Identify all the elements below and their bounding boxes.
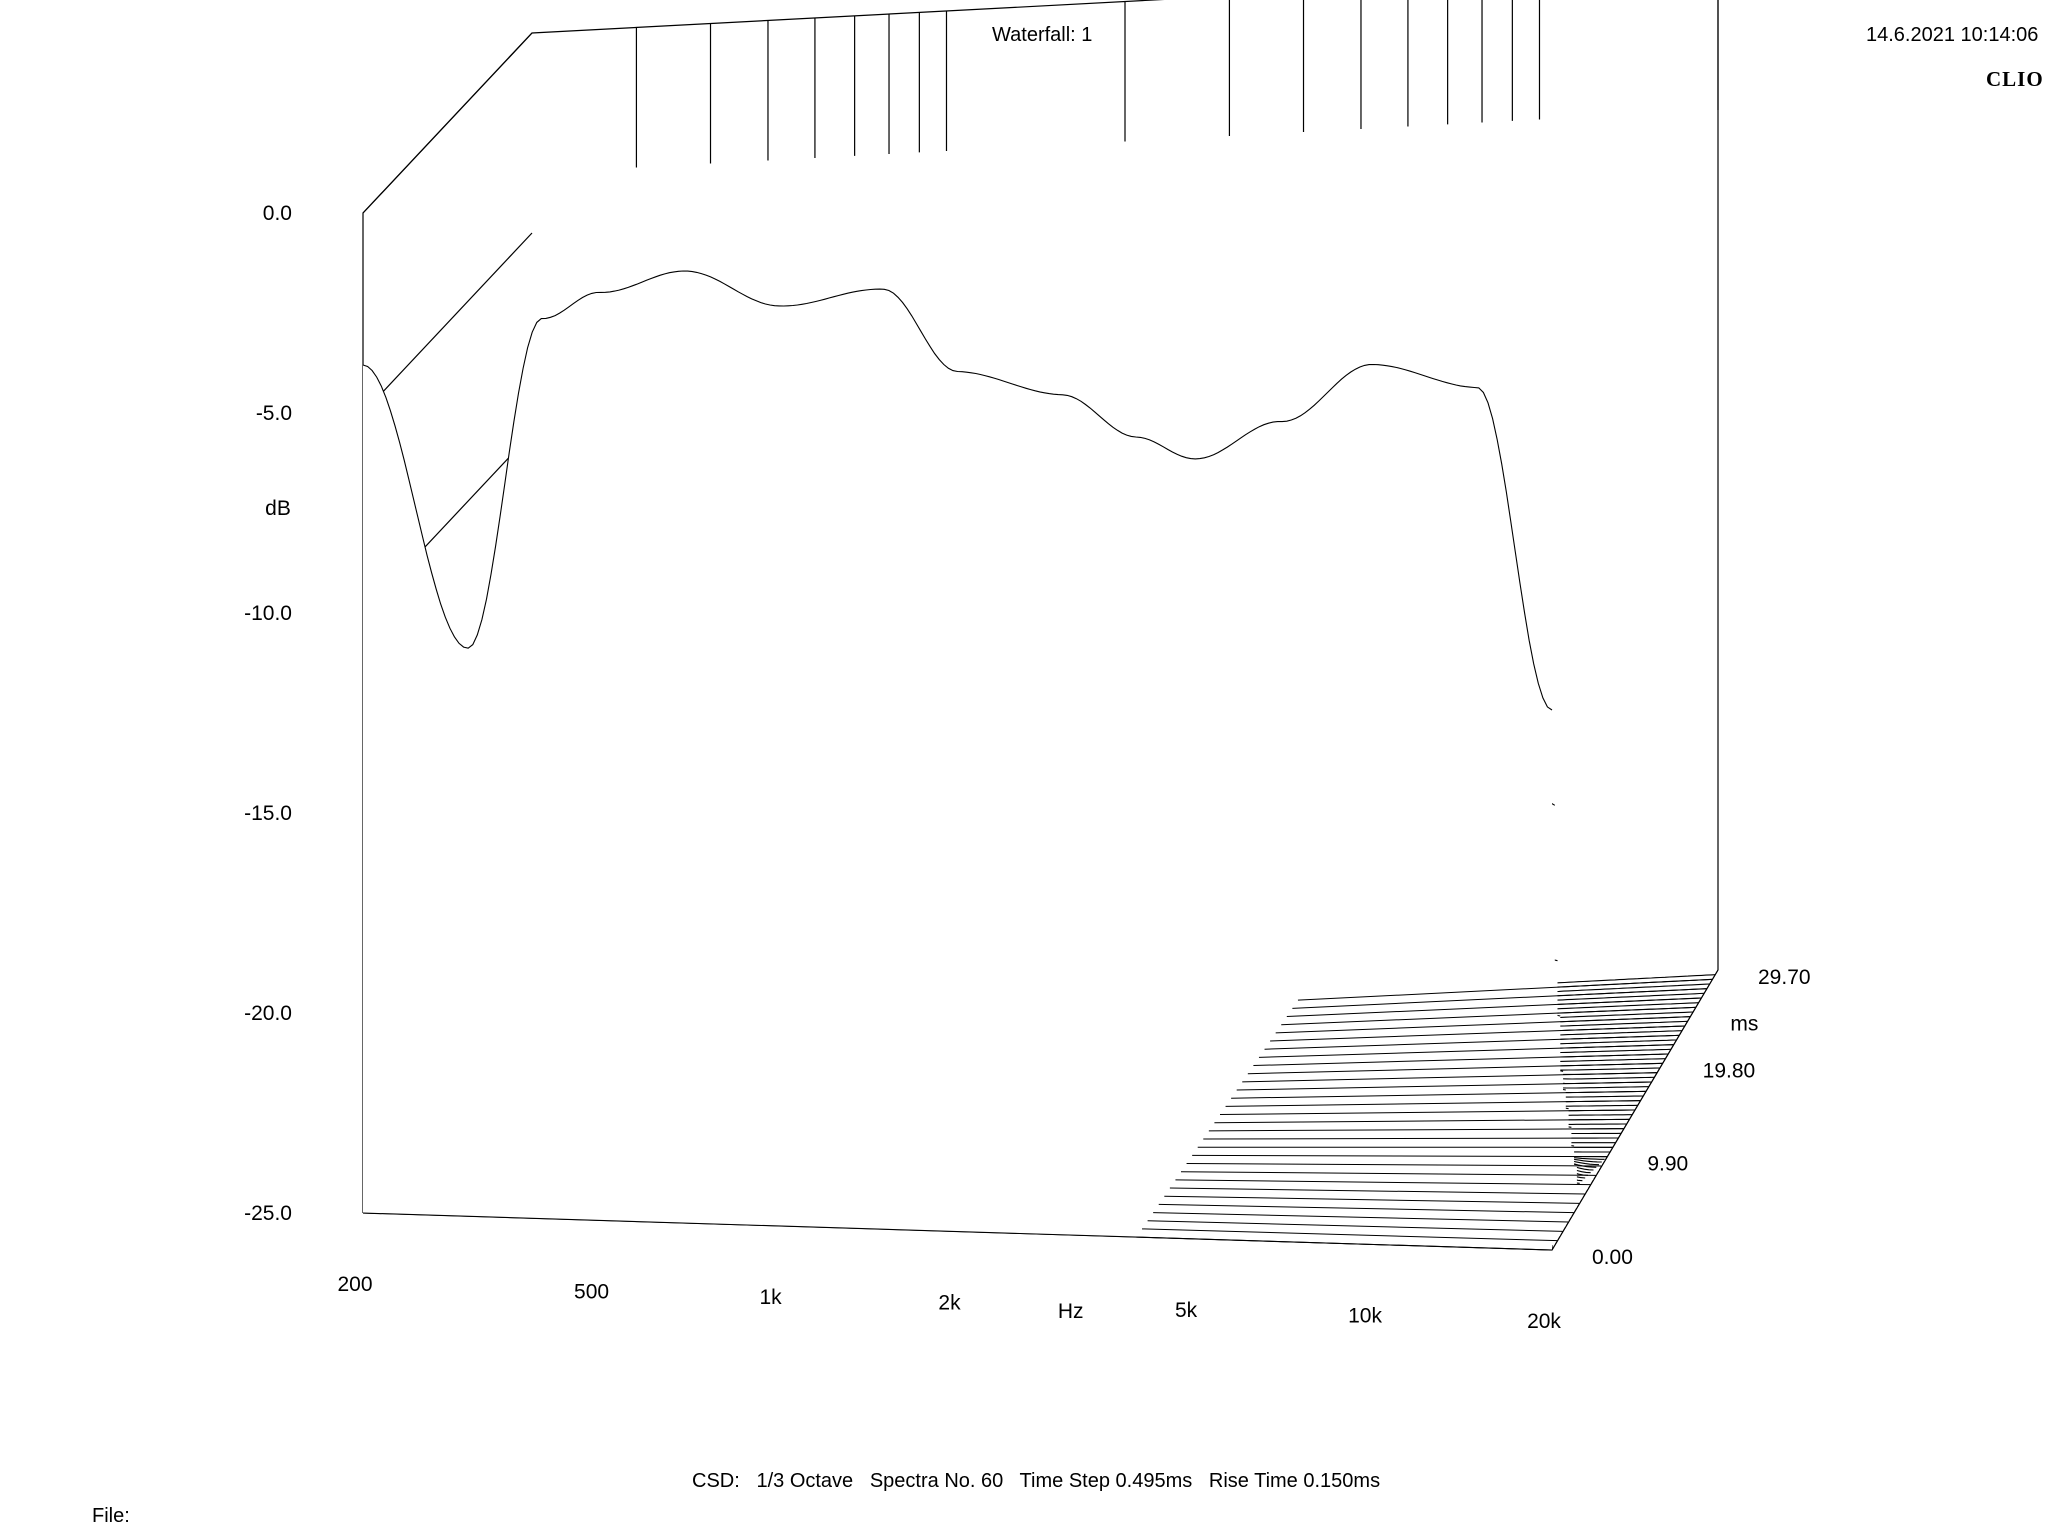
floor-time-line xyxy=(1158,1203,1575,1214)
floor-time-line xyxy=(1175,1179,1591,1186)
x-tick-label: 500 xyxy=(574,1280,609,1303)
z-tick-label: 0.00 xyxy=(1592,1246,1633,1269)
y-tick-label: -20.0 xyxy=(244,1002,292,1025)
floor-time-line xyxy=(1203,1137,1619,1140)
floor-time-line xyxy=(1186,1163,1602,1167)
x-tick-label: 10k xyxy=(1348,1304,1382,1327)
x-tick-label: 1k xyxy=(759,1286,782,1309)
y-tick-label: -25.0 xyxy=(244,1202,292,1225)
y-tick-label: -10.0 xyxy=(244,602,292,625)
floor-time-line xyxy=(1214,1118,1630,1124)
y-tick-label: -5.0 xyxy=(256,402,292,425)
floor-time-line xyxy=(1270,1025,1685,1042)
floor-time-line xyxy=(1258,1044,1674,1058)
floor-time-line xyxy=(1281,1006,1696,1026)
x-tick-label: 2k xyxy=(938,1292,961,1315)
chart-title: Waterfall: 1 xyxy=(992,24,1093,46)
y-tick-label: 0.0 xyxy=(263,202,292,225)
measurement-settings: CSD: 1/3 Octave Spectra No. 60 Time Step… xyxy=(692,1470,1381,1492)
z-tick-label: 9.90 xyxy=(1647,1153,1688,1176)
floor-time-line xyxy=(1236,1081,1652,1091)
floor-time-line xyxy=(1153,1212,1569,1223)
z-tick-label: 19.80 xyxy=(1703,1059,1756,1082)
x-axis-label: Hz xyxy=(1058,1300,1084,1323)
floor-time-line xyxy=(1169,1187,1586,1195)
timestamp: 14.6.2021 10:14:06 xyxy=(1866,24,2039,46)
floor-time-line xyxy=(1242,1072,1658,1083)
floor-time-line xyxy=(1192,1154,1608,1158)
floor-time-line xyxy=(1253,1053,1669,1067)
floor-time-line xyxy=(1231,1090,1647,1099)
floor-time-line xyxy=(1142,1228,1558,1242)
y-tick-label: -15.0 xyxy=(244,802,292,825)
clio-logo: CLIO xyxy=(1986,67,2044,91)
frame-floor-front xyxy=(362,969,1719,1251)
file-label: File: xyxy=(92,1505,130,1527)
left-wall-grid-line xyxy=(362,32,533,214)
floor-time-line xyxy=(1208,1128,1624,1132)
floor-time-line xyxy=(1264,1034,1680,1050)
floor-time-line xyxy=(1147,1220,1564,1232)
z-axis-label: ms xyxy=(1730,1013,1758,1036)
floor-time-line xyxy=(1286,997,1702,1018)
spectrum-fill xyxy=(363,271,1552,1250)
floor-time-line xyxy=(1292,988,1707,1009)
floor-time-line xyxy=(1164,1195,1580,1204)
floor-time-line xyxy=(1247,1062,1663,1075)
spectrum-line xyxy=(362,270,1553,711)
x-tick-label: 200 xyxy=(337,1273,372,1296)
x-tick-label: 5k xyxy=(1175,1299,1198,1322)
y-axis-label: dB xyxy=(265,497,291,520)
left-wall-grid-line xyxy=(362,232,533,414)
x-tick-label: 20k xyxy=(1527,1310,1561,1333)
floor-time-line xyxy=(1219,1109,1636,1116)
floor-time-line xyxy=(1297,978,1713,1001)
floor-time-line xyxy=(1275,1016,1691,1034)
z-tick-label: 29.70 xyxy=(1758,966,1811,989)
floor-time-line xyxy=(1225,1100,1641,1107)
floor-time-line xyxy=(1181,1171,1597,1176)
